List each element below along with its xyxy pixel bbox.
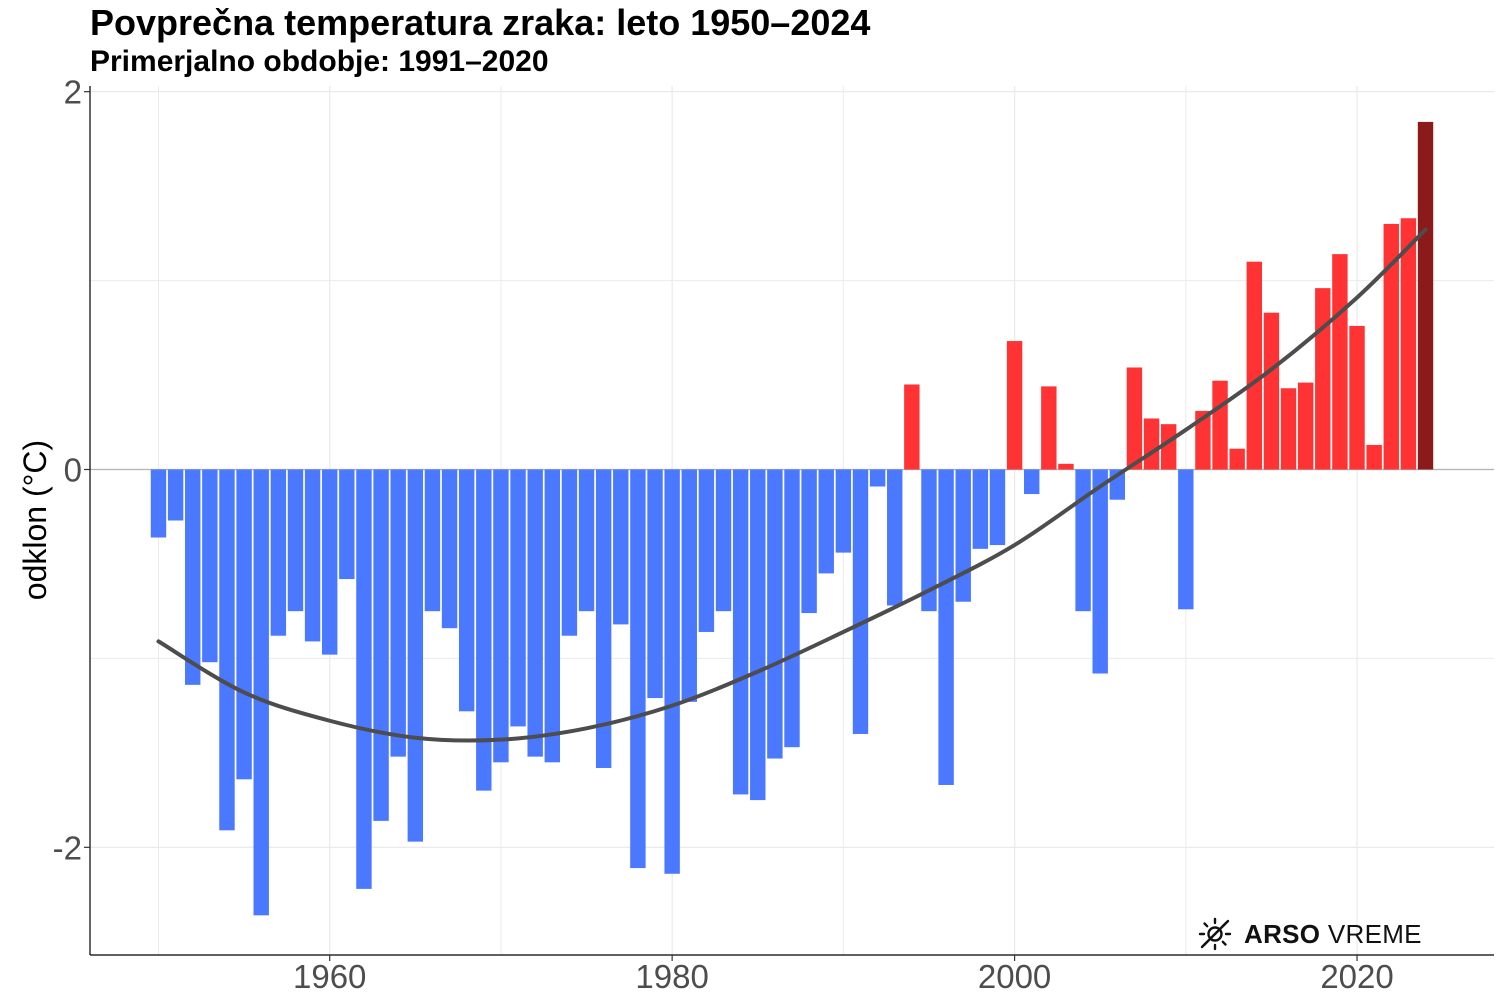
logo-brand-light: VREME xyxy=(1327,918,1422,949)
bar xyxy=(287,469,304,612)
trend-line xyxy=(156,227,1428,743)
bar xyxy=(424,469,441,612)
bar xyxy=(1006,341,1023,470)
bar xyxy=(801,469,817,614)
chart-subtitle: Primerjalno obdobje: 1991–2020 xyxy=(90,45,549,78)
bar xyxy=(253,469,269,916)
bar xyxy=(1041,386,1057,470)
y-axis-title: odklon (°C) xyxy=(17,440,53,600)
arso-logo: ARSO VREME xyxy=(1198,917,1422,951)
bar xyxy=(1366,444,1382,470)
y-tick-label: 0 xyxy=(64,451,82,488)
bar xyxy=(1280,388,1297,470)
bar xyxy=(202,469,218,663)
bar xyxy=(784,469,800,748)
bar xyxy=(1160,424,1177,470)
bar xyxy=(304,469,321,642)
bar xyxy=(818,469,834,574)
bar xyxy=(476,469,492,791)
bar xyxy=(339,469,355,580)
bar xyxy=(1058,463,1074,470)
bar xyxy=(972,469,989,549)
bar xyxy=(373,469,389,821)
x-tick-label: 1980 xyxy=(635,958,708,995)
logo-text: ARSO VREME xyxy=(1244,919,1422,950)
bar xyxy=(613,469,629,625)
bar xyxy=(1349,325,1365,470)
x-tick-label: 2020 xyxy=(1320,958,1393,995)
logo-brand-bold: ARSO xyxy=(1244,918,1321,949)
bar xyxy=(1024,469,1040,495)
bar xyxy=(1092,469,1108,674)
bar xyxy=(578,469,595,612)
bar xyxy=(1195,410,1211,470)
bar xyxy=(630,469,646,869)
bar xyxy=(390,469,406,757)
bar xyxy=(1178,469,1194,610)
bar xyxy=(750,469,766,801)
bar xyxy=(150,469,167,538)
bar xyxy=(595,469,612,768)
bar xyxy=(732,469,749,795)
bar xyxy=(510,469,526,727)
bar xyxy=(167,469,184,521)
bar xyxy=(852,469,869,734)
tick-labels: 1960 1980 2000 2020 -2 0 2 xyxy=(53,74,1394,995)
bar xyxy=(904,384,920,470)
bar xyxy=(664,469,680,874)
bar xyxy=(527,469,543,757)
x-tick-label: 1960 xyxy=(293,958,366,995)
bar xyxy=(1263,312,1280,470)
bar xyxy=(493,469,509,763)
bar xyxy=(1297,382,1314,470)
bar xyxy=(938,469,954,785)
bar xyxy=(561,469,578,636)
bar xyxy=(356,469,372,889)
trend-group xyxy=(156,227,1428,743)
bar xyxy=(1315,288,1331,470)
y-tick-label: -2 xyxy=(53,829,82,866)
bar xyxy=(270,469,287,636)
bar xyxy=(1332,254,1348,470)
bar xyxy=(647,469,663,699)
bar xyxy=(1383,223,1399,470)
sun-icon xyxy=(1198,917,1232,951)
bar xyxy=(1143,418,1160,470)
bar xyxy=(989,469,1006,546)
bar xyxy=(407,469,424,842)
bar xyxy=(322,469,338,655)
bar xyxy=(869,469,886,487)
bar xyxy=(1400,218,1417,470)
bar xyxy=(698,469,715,632)
x-tick-label: 2000 xyxy=(978,958,1051,995)
bar xyxy=(236,469,252,780)
bar xyxy=(887,469,903,606)
bar xyxy=(1417,121,1434,470)
bar xyxy=(441,469,458,629)
bar xyxy=(219,469,235,831)
bar xyxy=(681,469,697,702)
bar xyxy=(1212,380,1228,470)
bar xyxy=(1075,469,1091,612)
bar xyxy=(1126,367,1143,470)
bar xyxy=(544,469,560,763)
bar xyxy=(767,469,783,759)
bar xyxy=(921,469,937,612)
bar xyxy=(1229,448,1245,470)
y-tick-label: 2 xyxy=(64,74,82,111)
bar xyxy=(185,469,201,685)
bar xyxy=(835,469,852,553)
bar xyxy=(1246,261,1262,470)
axes xyxy=(84,86,1494,961)
chart-title: Povprečna temperatura zraka: leto 1950–2… xyxy=(90,2,871,43)
bar xyxy=(955,469,971,602)
bar xyxy=(715,469,732,612)
bars-group xyxy=(150,121,1434,916)
bar xyxy=(458,469,475,712)
